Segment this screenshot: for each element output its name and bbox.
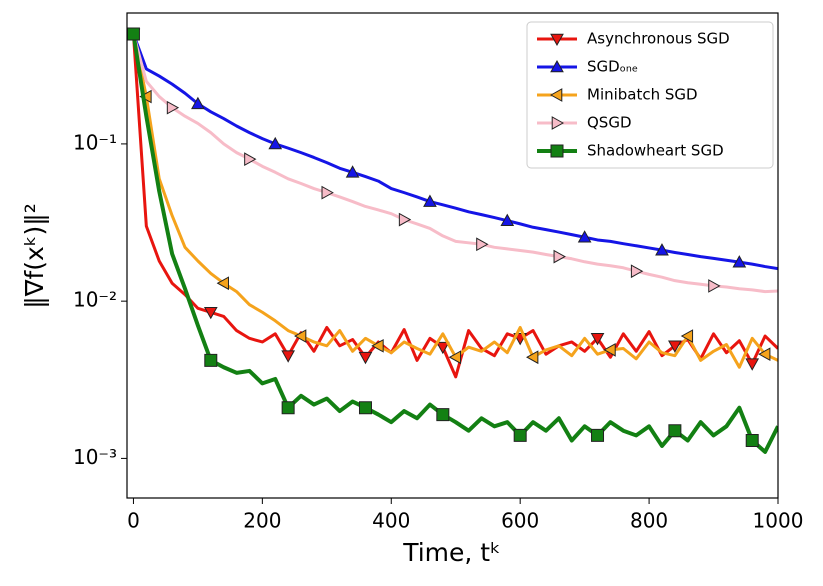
x-axis-label: Time, tᵏ [402, 538, 501, 567]
legend-label: QSGD [587, 114, 632, 132]
marker [513, 428, 527, 442]
y-tick-label: 10⁻¹ [73, 130, 117, 154]
legend-label: Shadowheart SGD [587, 142, 724, 160]
x-tick-label: 800 [630, 509, 668, 533]
marker [345, 165, 360, 178]
marker [603, 343, 616, 357]
legend-label: SGDₒₙₑ [587, 58, 638, 76]
series-line [132, 33, 778, 271]
marker [321, 185, 334, 200]
marker [203, 306, 218, 320]
marker [476, 237, 489, 252]
series-line [131, 33, 778, 379]
marker [745, 433, 759, 447]
marker [166, 100, 180, 115]
x-tick-label: 0 [127, 509, 140, 533]
marker [630, 264, 644, 279]
marker [216, 276, 229, 291]
x-tick-label: 1000 [753, 509, 804, 533]
marker [281, 350, 295, 363]
legend-marker [549, 88, 563, 102]
marker [371, 338, 384, 353]
x-tick-label: 200 [243, 509, 281, 533]
legend-marker [550, 33, 564, 47]
marker [708, 279, 721, 293]
marker [448, 350, 462, 365]
legend-label: Minibatch SGD [587, 86, 698, 104]
marker [435, 341, 450, 355]
marker [268, 136, 283, 150]
marker [745, 358, 760, 371]
legend-marker [551, 116, 565, 130]
marker [590, 333, 605, 346]
marker [668, 424, 682, 438]
legend-box [526, 21, 774, 169]
marker [526, 350, 539, 365]
marker [553, 249, 566, 264]
plot-frame [126, 12, 779, 499]
legend-label: Asynchronous SGD [587, 30, 730, 48]
marker [281, 401, 295, 415]
marker [732, 255, 747, 268]
marker [358, 401, 372, 415]
marker [436, 408, 450, 422]
series-line [131, 33, 778, 294]
y-tick-label: 10⁻² [73, 288, 117, 312]
marker [591, 428, 605, 442]
marker [191, 96, 205, 110]
marker [655, 243, 669, 256]
marker [127, 27, 140, 41]
marker [398, 212, 412, 227]
x-tick-label: 400 [372, 509, 410, 533]
y-tick-label: 10⁻³ [73, 445, 117, 469]
marker [294, 329, 307, 343]
y-axis-label: ‖∇f(xᵏ)‖² [20, 203, 49, 309]
x-tick-label: 600 [501, 509, 539, 533]
marker [204, 353, 218, 367]
marker [244, 152, 257, 166]
legend-marker [550, 144, 564, 158]
marker [500, 213, 515, 226]
plot-area [127, 27, 778, 454]
marker [577, 230, 592, 243]
marker [680, 329, 694, 343]
marker [423, 194, 437, 207]
marker [358, 351, 373, 365]
legend-marker [550, 59, 564, 73]
marker [668, 340, 682, 353]
marker [758, 347, 771, 362]
